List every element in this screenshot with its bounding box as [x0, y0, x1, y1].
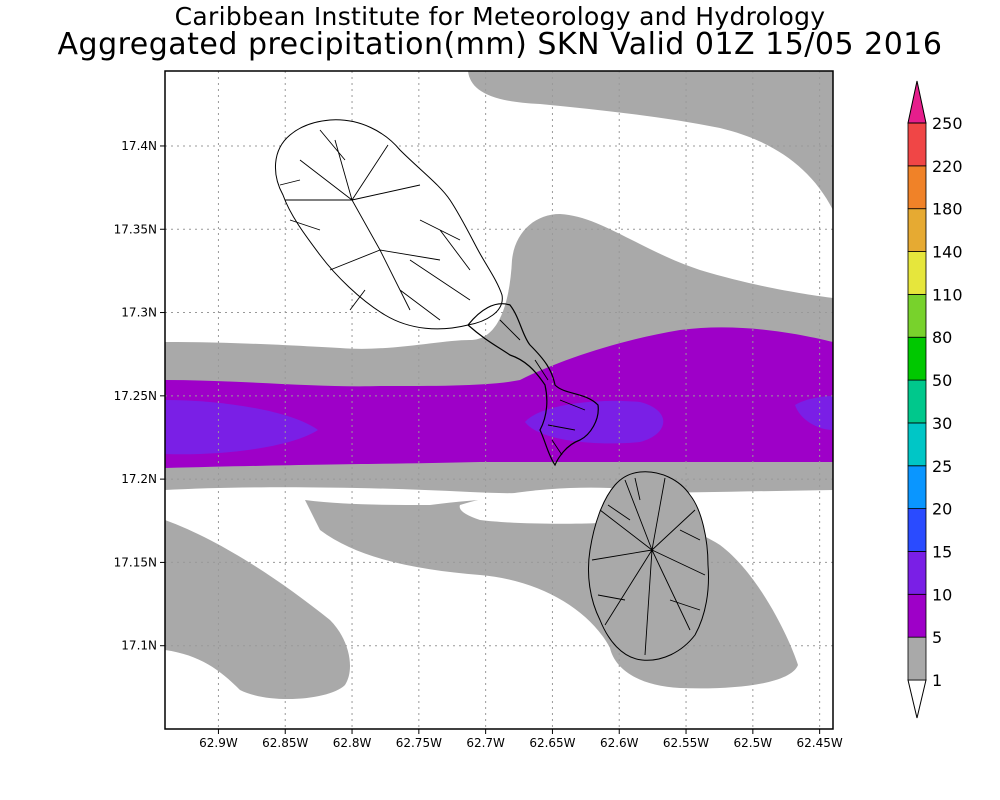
lon-tick-label: 62.6W: [600, 736, 639, 750]
colorbar-swatch: [907, 336, 927, 381]
colorbar-label: 1: [932, 671, 942, 690]
lat-tick-label: 17.2N: [121, 472, 157, 486]
colorbar-label: 10: [932, 585, 952, 604]
colorbar-label: 180: [932, 200, 963, 219]
colorbar-label: 250: [932, 114, 963, 133]
colorbar-label: 5: [932, 628, 942, 647]
colorbar-swatch: [907, 251, 927, 295]
longitude-axis: 62.9W 62.85W 62.8W 62.75W 62.7W 62.65W 62.6W 62…: [199, 729, 843, 750]
chart-title: Caribbean Institute for Meteorology and …: [174, 2, 826, 31]
colorbar-top-arrow: [907, 80, 927, 124]
colorbar-swatch: [907, 551, 927, 595]
colorbar-swatch: [907, 465, 927, 510]
colorbar-swatch: [907, 379, 927, 424]
precipitation-field: [165, 71, 833, 729]
lat-tick-label: 17.35N: [114, 222, 157, 236]
lat-tick-label: 17.15N: [114, 555, 157, 569]
colorbar-label: 110: [932, 285, 963, 304]
colorbar-label: 50: [932, 371, 952, 390]
lat-tick-label: 17.25N: [114, 389, 157, 403]
colorbar-swatch: [907, 508, 927, 552]
precip-area-gray: [468, 71, 833, 210]
colorbar-swatch: [907, 422, 927, 467]
precip-area-violet: [795, 396, 833, 430]
lat-tick-label: 17.3N: [121, 306, 157, 320]
colorbar-swatch: [907, 122, 927, 167]
colorbar-label: 25: [932, 457, 952, 476]
colorbar-label: 140: [932, 243, 963, 262]
lon-tick-label: 62.55W: [663, 736, 709, 750]
precip-area-violet: [525, 400, 664, 444]
colorbar-label: 220: [932, 157, 963, 176]
latitude-axis: 17.1N 17.15N 17.2N 17.25N 17.3N 17.35N 17.4N: [114, 139, 165, 653]
colorbar-bottom-arrow: [907, 679, 927, 719]
colorbar-label: 30: [932, 414, 952, 433]
colorbar-swatch: [907, 208, 927, 252]
lat-tick-label: 17.4N: [121, 139, 157, 153]
lat-tick-label: 17.1N: [121, 639, 157, 653]
lon-tick-label: 62.8W: [333, 736, 372, 750]
lon-tick-label: 62.9W: [199, 736, 238, 750]
lon-tick-label: 62.75W: [396, 736, 442, 750]
island-st-kitts: [274, 119, 599, 467]
colorbar-swatch: [907, 165, 927, 210]
lon-tick-label: 62.5W: [734, 736, 773, 750]
colorbar-label: 15: [932, 542, 952, 561]
colorbar-label: 20: [932, 500, 952, 519]
colorbar-swatch: [907, 593, 927, 638]
lon-tick-label: 62.7W: [466, 736, 505, 750]
plot-frame: [164, 70, 834, 730]
colorbar-swatch: [907, 293, 927, 338]
precip-area-violet: [165, 400, 318, 455]
lon-tick-label: 62.85W: [262, 736, 308, 750]
precip-area-gray: [165, 520, 350, 700]
lon-tick-label: 62.45W: [797, 736, 843, 750]
chart-subtitle: Aggregated precipitation(mm) SKN Valid 0…: [57, 27, 943, 62]
lon-tick-label: 62.65W: [529, 736, 575, 750]
precip-area-purple: [165, 327, 833, 468]
island-nevis: [587, 471, 709, 661]
colorbar-swatch: [907, 636, 927, 681]
colorbar-label: 80: [932, 328, 952, 347]
